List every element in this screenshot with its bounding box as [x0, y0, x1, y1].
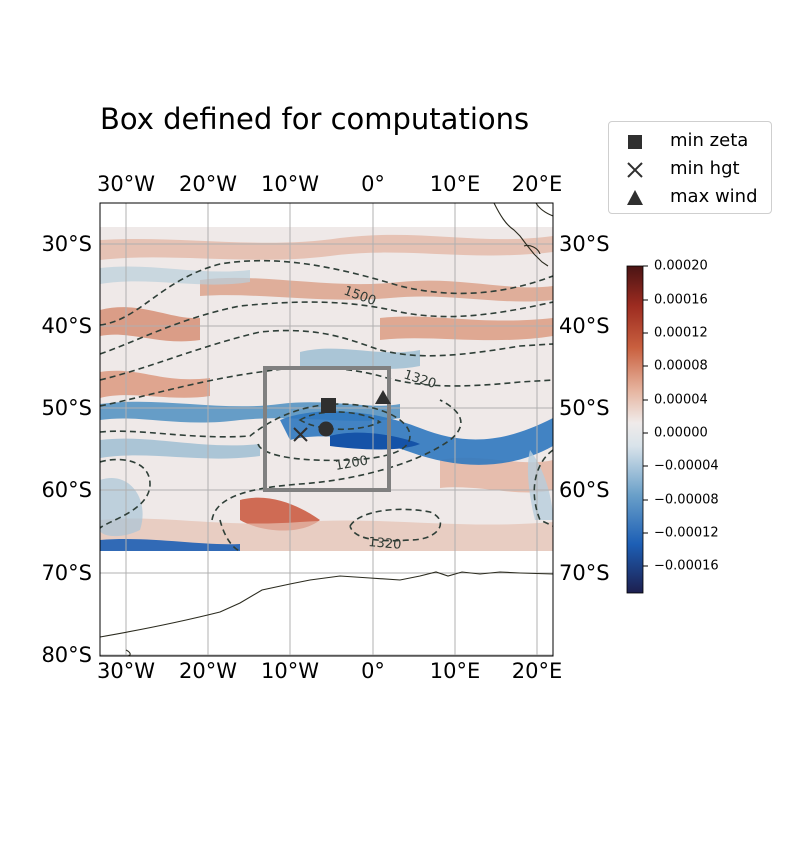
lon-tick-top: 10°E: [429, 172, 481, 196]
markers: [293, 390, 391, 442]
colorbar-tick-label: 0.00000: [654, 425, 708, 441]
square-marker-icon: [625, 132, 645, 152]
colorbar-tick-label: 0.00016: [654, 292, 708, 308]
x-marker-icon: [625, 160, 645, 180]
legend-label: min hgt: [670, 158, 740, 179]
lat-tick-left: 50°S: [41, 396, 92, 420]
colorbar-tick-label: −0.00016: [654, 558, 719, 574]
lon-tick-bottom: 20°E: [511, 659, 563, 683]
lat-tick-left: 70°S: [41, 561, 92, 585]
colorbar-tick-label: −0.00012: [654, 525, 719, 541]
vorticity-field: [100, 227, 553, 551]
map-frame: [99, 202, 554, 657]
lon-tick-top: 0°: [361, 172, 385, 196]
legend-item: max wind: [609, 183, 771, 209]
lon-tick-top: 20°E: [511, 172, 563, 196]
colorbar: [626, 265, 644, 594]
lat-tick-left: 80°S: [41, 643, 92, 667]
colorbar-tick-label: 0.00008: [654, 358, 708, 374]
lon-tick-top: 20°W: [179, 172, 237, 196]
map-panel: 1500 1320 1200 1320: [100, 203, 553, 656]
colorbar-tick-label: −0.00004: [654, 458, 719, 474]
lat-tick-right: 30°S: [559, 232, 610, 256]
legend-item: min zeta: [609, 127, 771, 153]
min-zeta-marker: [321, 398, 336, 413]
triangle-marker-icon: [625, 188, 645, 208]
figure-title: Box defined for computations: [100, 102, 530, 136]
legend-label: max wind: [670, 186, 758, 207]
computation-box: [263, 366, 391, 492]
lat-tick-right: 40°S: [559, 314, 610, 338]
lat-tick-right: 70°S: [559, 561, 610, 585]
colorbar-ticks: [643, 265, 648, 567]
coastlines: [100, 203, 553, 656]
lat-tick-right: 50°S: [559, 396, 610, 420]
lat-tick-right: 60°S: [559, 478, 610, 502]
legend-label: min zeta: [670, 130, 749, 151]
legend: min zeta min hgt max wind: [608, 121, 772, 214]
lon-tick-top: 30°W: [97, 172, 155, 196]
lon-tick-bottom: 10°E: [429, 659, 481, 683]
contour-label: 1320: [368, 535, 402, 553]
legend-item: min hgt: [609, 155, 771, 181]
contour-label: 1200: [334, 453, 369, 474]
colorbar-tick-label: −0.00008: [654, 492, 719, 508]
lat-tick-left: 40°S: [41, 314, 92, 338]
min-hgt-marker: [293, 427, 308, 442]
colorbar-tick-label: 0.00004: [654, 392, 708, 408]
colorbar-tick-label: 0.00020: [654, 258, 708, 274]
lat-tick-left: 30°S: [41, 232, 92, 256]
lon-tick-bottom: 0°: [361, 659, 385, 683]
lon-tick-top: 10°W: [261, 172, 319, 196]
max-wind-marker: [375, 390, 391, 404]
lon-tick-bottom: 30°W: [97, 659, 155, 683]
lat-tick-left: 60°S: [41, 478, 92, 502]
lon-tick-bottom: 20°W: [179, 659, 237, 683]
lon-tick-bottom: 10°W: [261, 659, 319, 683]
colorbar-tick-label: 0.00012: [654, 325, 708, 341]
center-marker: [318, 421, 334, 437]
